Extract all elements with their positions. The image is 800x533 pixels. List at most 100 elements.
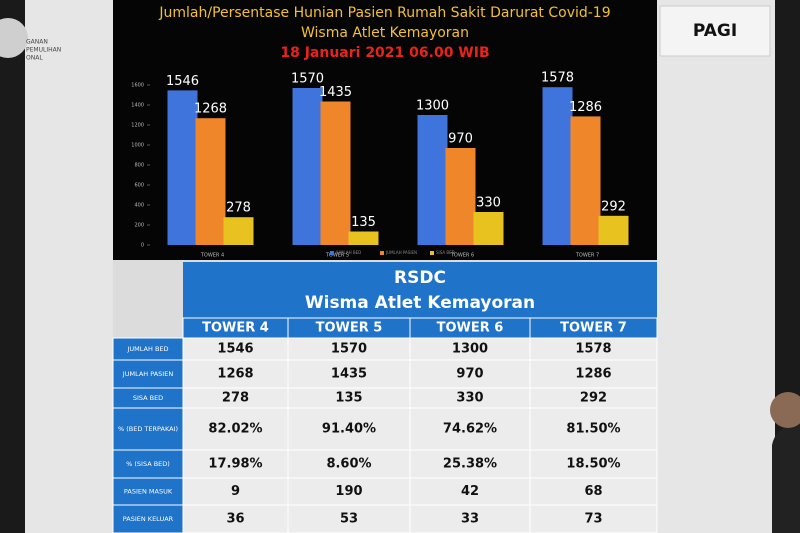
cell-text: 36 — [226, 512, 244, 527]
cell-text: 42 — [461, 484, 479, 499]
y-tick-label: 800 — [134, 163, 144, 169]
cell-text: 970 — [456, 367, 483, 382]
value-label: 1300 — [416, 99, 449, 114]
row-header: % (BED TERPAKAI) — [118, 425, 178, 433]
legend-swatch — [330, 251, 334, 255]
legend-swatch — [430, 251, 434, 255]
cell-text: 330 — [456, 391, 483, 406]
row-header: % (SISA BED) — [126, 460, 170, 468]
y-tick-label: 1200 — [131, 123, 144, 129]
value-label: 970 — [448, 132, 473, 147]
table-subtitle: Wisma Atlet Kemayoran — [305, 293, 535, 313]
chart-date: 18 Januari 2021 06.00 WIB — [280, 45, 489, 61]
bar — [195, 118, 226, 245]
value-label: 135 — [351, 215, 376, 230]
cell — [287, 477, 411, 506]
cell-text: 18.50% — [566, 457, 620, 472]
y-tick-label: 200 — [134, 223, 144, 229]
x-tick-label: TOWER 4 — [200, 253, 224, 259]
cell — [409, 504, 531, 533]
value-label: 278 — [226, 201, 251, 216]
chart-title: Jumlah/Persentase Hunian Pasien Rumah Sa… — [158, 5, 610, 21]
logo — [0, 18, 28, 58]
column-header: TOWER 6 — [437, 321, 504, 336]
x-tick-label: TOWER 7 — [575, 253, 599, 259]
badge-box — [659, 5, 771, 57]
cell — [182, 477, 289, 506]
bar — [417, 115, 448, 245]
cell-text: 8.60% — [326, 457, 371, 472]
cell — [182, 407, 289, 451]
cell — [529, 477, 658, 506]
bar — [570, 116, 601, 246]
cell — [182, 359, 289, 389]
cell-text: 33 — [461, 512, 479, 527]
bar — [445, 148, 476, 245]
chart: 0 200 400 600 800 1000 1200 1400 1600 TOWER 4 1546… — [131, 71, 629, 259]
column-header: TOWER 7 — [560, 321, 627, 336]
logo-text: PEMULIHAN — [26, 47, 61, 54]
cell-text: 292 — [580, 391, 607, 406]
cell-text: 1286 — [575, 367, 611, 382]
legend-swatch — [380, 251, 384, 255]
logo-text: GANAN — [26, 39, 48, 46]
cell-text: 17.98% — [208, 457, 262, 472]
legend-label: SISA BED — [436, 250, 455, 255]
y-tick-label: 1600 — [131, 83, 144, 89]
cell — [409, 407, 531, 451]
value-label: 330 — [476, 196, 501, 211]
cell-text: 1300 — [452, 342, 488, 357]
cell-text: 73 — [584, 512, 602, 527]
bar — [320, 101, 351, 245]
cell-text: 81.50% — [566, 422, 620, 437]
interpreter-head — [770, 392, 800, 428]
cell-text: 1546 — [217, 342, 253, 357]
badge: PAGI — [693, 21, 737, 41]
value-label: 1578 — [541, 71, 574, 86]
value-label: 1268 — [194, 102, 227, 117]
y-tick-label: 0 — [141, 243, 144, 249]
cell — [529, 359, 658, 389]
y-tick-label: 1000 — [131, 143, 144, 149]
bar — [223, 217, 254, 245]
bar — [348, 231, 379, 245]
y-tick-label: 600 — [134, 183, 144, 189]
cell — [409, 359, 531, 389]
cell — [529, 504, 658, 533]
cell-text: 1570 — [331, 342, 367, 357]
interpreter — [772, 420, 800, 533]
logo-text: ONAL — [26, 55, 43, 62]
value-label: 1286 — [569, 100, 602, 115]
chart-subtitle: Wisma Atlet Kemayoran — [301, 25, 469, 41]
x-tick-label: TOWER 6 — [450, 253, 474, 259]
cell-text: 278 — [222, 391, 249, 406]
bar — [473, 212, 504, 245]
row-header: SISA BED — [133, 394, 163, 402]
row-header: PASIEN MASUK — [124, 488, 173, 496]
column-header: TOWER 5 — [316, 321, 383, 336]
row-header: JUMLAH BED — [126, 345, 168, 353]
x-tick-label: TOWER 5 — [325, 253, 349, 259]
row-header-cell — [112, 504, 184, 533]
y-tick-label: 400 — [134, 203, 144, 209]
bar — [167, 90, 198, 246]
value-label: 1570 — [291, 72, 324, 87]
table-title: RSDC — [394, 268, 446, 288]
legend-label: JUMLAH PASIEN — [385, 250, 417, 255]
bar — [598, 215, 629, 245]
cell-text: 1268 — [217, 367, 253, 382]
value-label: 292 — [601, 199, 626, 214]
table-header — [183, 262, 657, 318]
legend-label: JUMLAH BED — [335, 250, 361, 255]
cell-text: 25.38% — [443, 457, 497, 472]
bar — [292, 88, 323, 245]
cell-text: 135 — [335, 391, 362, 406]
table: RSDC Wisma Atlet Kemayoran TOWER 4 TOWER 5 T… — [112, 260, 658, 533]
cell-text: 53 — [340, 512, 358, 527]
value-label: 1435 — [319, 85, 352, 100]
row-header-cell — [112, 477, 184, 506]
cell — [182, 504, 289, 533]
cell-text: 74.62% — [443, 422, 497, 437]
cell-text: 82.02% — [208, 422, 262, 437]
